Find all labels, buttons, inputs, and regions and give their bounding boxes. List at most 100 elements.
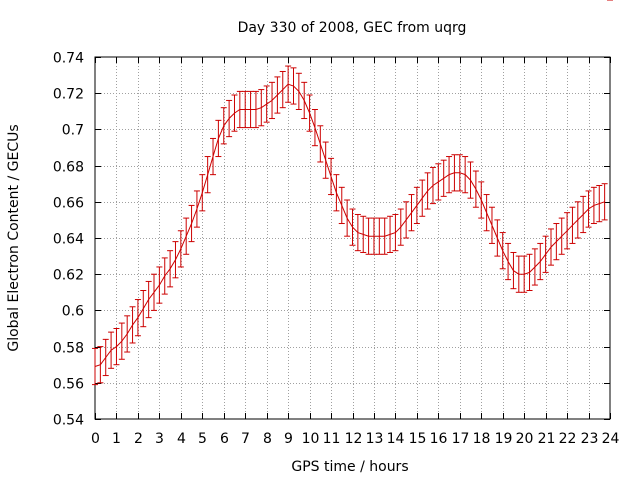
error-bar (462, 156, 469, 194)
error-bar (510, 251, 517, 290)
error-bar (258, 89, 265, 127)
x-tick-label: 9 (284, 431, 293, 447)
y-tick-label: 0.66 (53, 196, 84, 212)
error-bar (574, 201, 581, 239)
x-tick-labels: 0 1 2 3 4 5 6 7 8 9 10 11 12 13 14 15 16 17 18 19 20 21 22 23 24 (91, 431, 619, 447)
error-bar (429, 166, 436, 205)
error-bar (392, 213, 399, 252)
error-bar (199, 174, 206, 212)
error-bar (92, 347, 98, 386)
x-tick-label: 22 (559, 431, 577, 447)
y-tick-label: 0.6 (62, 304, 84, 320)
x-tick-label: 4 (177, 431, 186, 447)
x-tick-label: 13 (366, 431, 384, 447)
x-tick-label: 12 (345, 431, 363, 447)
y-tick-label: 0.68 (53, 160, 84, 176)
error-bar (263, 85, 270, 123)
x-tick-label: 11 (323, 431, 341, 447)
error-bar (451, 154, 458, 192)
x-axis-label: GPS time / hours (291, 459, 408, 475)
x-tick-label: 6 (220, 431, 229, 447)
error-bar (108, 331, 115, 369)
error-bar (134, 299, 141, 337)
error-bar (515, 255, 522, 293)
error-bar (601, 183, 608, 221)
error-bar (403, 201, 410, 239)
y-tick-label: 0.7 (62, 123, 84, 139)
error-bar (274, 76, 281, 114)
error-bar (558, 217, 565, 255)
error-bar (526, 253, 533, 291)
error-bar (124, 315, 131, 353)
y-axis-label: Global Electron Content / GECUs (6, 124, 22, 351)
x-tick-label: 14 (387, 431, 405, 447)
error-bar (311, 108, 318, 147)
error-bar (129, 306, 136, 344)
x-tick-label: 19 (495, 431, 513, 447)
error-bar (478, 181, 485, 219)
error-bar (301, 81, 308, 120)
error-bar (118, 322, 125, 360)
error-bar (188, 204, 195, 243)
error-bar (215, 119, 222, 158)
error-bar (151, 273, 158, 311)
error-bar (408, 194, 415, 232)
error-bar (580, 195, 587, 234)
y-tick-label: 0.74 (53, 51, 84, 67)
gec-series (92, 0, 613, 386)
y-tick-label: 0.54 (53, 413, 84, 429)
error-bar (435, 163, 442, 201)
error-bar (167, 250, 174, 288)
error-bar (446, 156, 453, 194)
x-tick-label: 21 (538, 431, 556, 447)
y-tick-label: 0.58 (53, 341, 84, 357)
error-bar (419, 179, 426, 217)
error-bar (553, 223, 560, 261)
error-bar (537, 242, 544, 281)
chart-title: Day 330 of 2008, GEC from uqrg (238, 20, 467, 36)
x-tick-label: 15 (409, 431, 427, 447)
error-bar (483, 194, 490, 232)
x-tick-label: 2 (134, 431, 143, 447)
error-bar (365, 217, 372, 255)
error-bar (590, 186, 597, 225)
error-bar (295, 72, 302, 110)
x-tick-label: 5 (198, 431, 207, 447)
x-tick-label: 23 (581, 431, 599, 447)
error-bar (317, 125, 324, 163)
error-bar (424, 172, 431, 210)
error-bar (140, 289, 147, 328)
error-bar (381, 217, 388, 255)
x-tick-label: 16 (430, 431, 448, 447)
error-bar (161, 257, 168, 295)
error-bar (177, 230, 184, 268)
error-bar (467, 161, 474, 199)
error-bar (542, 235, 549, 273)
x-tick-label: 24 (602, 431, 620, 447)
error-bar (145, 280, 152, 319)
error-bar (193, 190, 200, 228)
error-bar (387, 215, 394, 253)
error-bar (172, 241, 179, 279)
error-bar (306, 94, 313, 132)
error-bar (596, 185, 603, 223)
error-bar (413, 186, 420, 225)
error-bar (494, 219, 501, 257)
error-bar (354, 213, 361, 252)
error-bar (269, 81, 276, 120)
error-bar (360, 215, 367, 253)
error-bar (376, 217, 383, 255)
error-bar (236, 90, 243, 129)
y-tick-label: 0.72 (53, 87, 84, 103)
error-bar (505, 242, 512, 281)
error-bar (226, 99, 233, 138)
error-bar (370, 217, 377, 255)
error-bar (156, 266, 163, 304)
y-tick-label: 0.62 (53, 268, 84, 284)
error-bar (113, 328, 120, 366)
error-bar (547, 228, 554, 266)
error-bar (220, 107, 227, 145)
error-bar (397, 208, 404, 246)
error-bar (231, 94, 238, 132)
error-bar (499, 232, 506, 270)
